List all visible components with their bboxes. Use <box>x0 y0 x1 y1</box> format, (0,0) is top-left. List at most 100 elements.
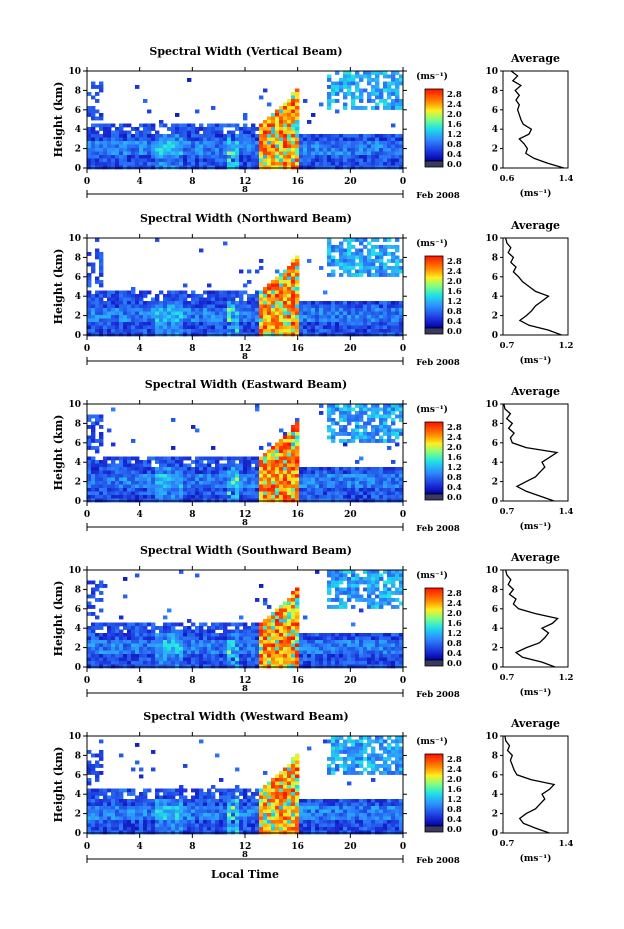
heatmap-cell <box>387 640 392 644</box>
heatmap-cell <box>159 158 164 163</box>
heatmap-cell <box>115 467 120 471</box>
heatmap-cell <box>295 276 300 281</box>
heatmap-cell <box>227 130 232 135</box>
heatmap-cell <box>287 608 292 613</box>
heatmap-cell <box>219 636 224 641</box>
heatmap-cell <box>275 650 280 655</box>
heatmap-cell <box>171 477 176 482</box>
heatmap-cell <box>291 439 296 443</box>
heatmap-cell <box>131 470 136 475</box>
heatmap-cells <box>87 71 404 170</box>
heatmap-cell <box>135 661 140 665</box>
heatmap-cell <box>375 308 380 312</box>
heatmap-cell <box>335 99 340 103</box>
heatmap-cell <box>383 477 388 482</box>
heatmap-cell <box>291 446 296 450</box>
heatmap-cell <box>303 325 308 330</box>
heatmap-cell <box>167 301 172 305</box>
heatmap-cell <box>207 134 212 138</box>
heatmap-cell <box>207 315 212 319</box>
heatmap-cell <box>319 329 324 333</box>
xtick-label: 12 <box>239 676 252 686</box>
heatmap-cell <box>131 456 136 461</box>
heatmap-cell <box>195 488 200 492</box>
heatmap-cell <box>139 155 144 159</box>
heatmap-cell <box>291 428 296 433</box>
heatmap-cell <box>175 654 180 658</box>
heatmap-cell <box>115 481 120 485</box>
heatmap-cell <box>287 491 292 496</box>
heatmap-cell <box>111 162 116 166</box>
heatmap-cell <box>215 661 220 665</box>
heatmap-cell <box>175 127 180 131</box>
heatmap-cell <box>91 109 96 114</box>
heatmap-cell <box>147 470 152 475</box>
heatmap-cell <box>195 297 200 302</box>
heatmap-cell <box>195 304 200 309</box>
heatmap-cell <box>175 657 180 662</box>
heatmap-cell <box>387 467 392 471</box>
heatmap-cell <box>371 85 376 89</box>
heatmap-cell <box>307 654 312 658</box>
heatmap-cell <box>379 137 384 142</box>
heatmap-cell <box>335 633 340 637</box>
heatmap-cell <box>371 301 376 305</box>
heatmap-cell <box>95 85 100 89</box>
heatmap-cell <box>111 484 116 489</box>
heatmap-cell <box>151 123 156 128</box>
heatmap-cell <box>183 162 188 166</box>
heatmap-cell <box>379 650 384 655</box>
heatmap-cell <box>399 470 404 475</box>
heatmap-cell <box>91 304 96 309</box>
heatmap-cell <box>147 460 152 464</box>
heatmap-cell <box>355 460 360 464</box>
heatmap-cell <box>259 661 264 665</box>
heatmap-cell <box>163 650 168 655</box>
heatmap-cell <box>231 144 236 149</box>
average-ytick-label: 2 <box>492 478 498 488</box>
heatmap-cell <box>275 456 280 461</box>
heatmap-cell <box>87 130 92 135</box>
heatmap-cell <box>367 71 372 75</box>
heatmap-cell <box>307 301 312 305</box>
colorbar-tick-label: 0.4 <box>447 649 462 659</box>
heatmap-cell <box>135 470 140 475</box>
heatmap-cell <box>387 158 392 163</box>
heatmap-cell <box>379 322 384 326</box>
heatmap-cell <box>87 92 92 96</box>
heatmap-cell <box>115 301 120 305</box>
heatmap-cell <box>395 92 400 96</box>
heatmap-cell <box>387 266 392 270</box>
heatmap-cell <box>303 664 308 669</box>
heatmap-cell <box>147 162 152 166</box>
heatmap-cell <box>339 88 344 93</box>
heatmap-cell <box>159 654 164 658</box>
heatmap-cell <box>179 629 184 634</box>
heatmap-cell <box>231 325 236 330</box>
heatmap-cell <box>267 155 272 159</box>
heatmap-cell <box>295 474 300 478</box>
heatmap-cell <box>179 467 184 471</box>
heatmap-cell <box>275 304 280 309</box>
heatmap-cell <box>291 165 296 170</box>
heatmap-cell <box>383 318 388 323</box>
heatmap-cell <box>343 432 348 436</box>
heatmap-cell <box>331 144 336 149</box>
heatmap-cell <box>171 165 176 170</box>
heatmap-cell <box>331 165 336 170</box>
heatmap-cell <box>383 155 388 159</box>
heatmap-cell <box>395 311 400 316</box>
heatmap-cell <box>371 584 376 588</box>
heatmap-cell <box>387 577 392 581</box>
heatmap-cell <box>287 598 292 602</box>
heatmap-cell <box>227 481 232 485</box>
heatmap-cell <box>287 453 292 457</box>
heatmap-cell <box>99 85 104 89</box>
ytick-label: 8 <box>75 585 81 595</box>
heatmap-cell <box>355 95 360 100</box>
heatmap-cell <box>99 488 104 492</box>
heatmap-cell <box>91 81 96 86</box>
heatmap-cell <box>163 294 168 298</box>
heatmap-cell <box>275 622 280 627</box>
heatmap-cell <box>291 109 296 114</box>
